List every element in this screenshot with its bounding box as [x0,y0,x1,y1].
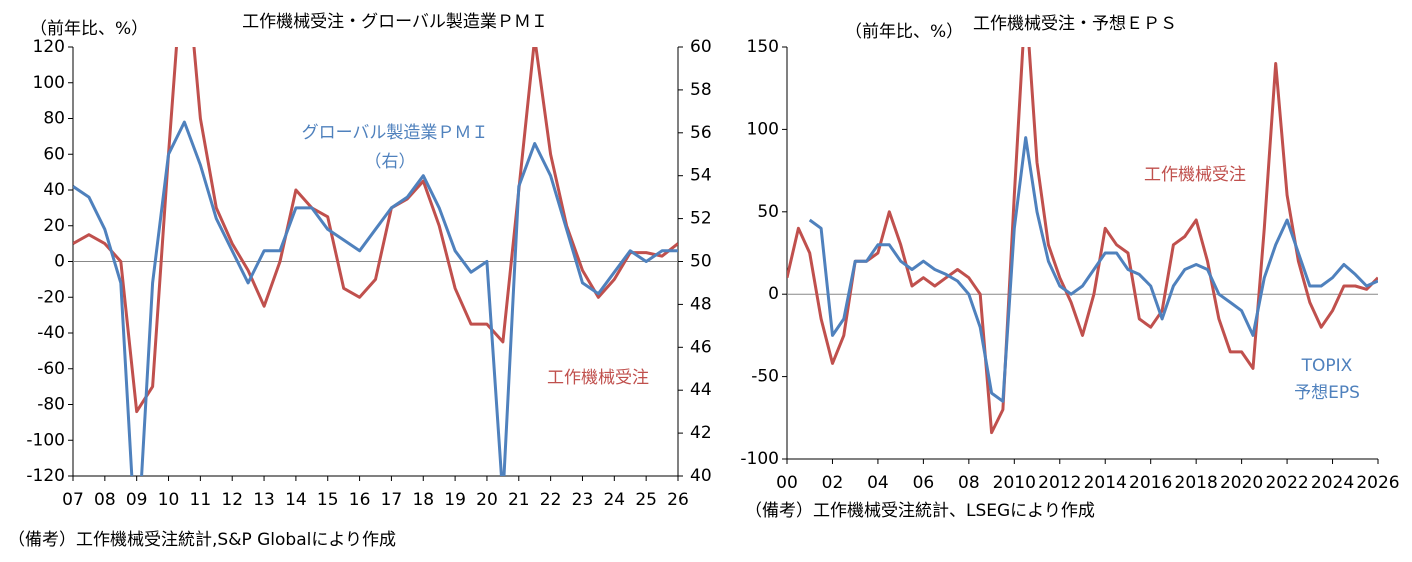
y-tick-label: 60 [43,144,65,164]
y-tick-label: 100 [747,119,779,139]
series-line [787,47,1378,435]
y-tick-label: 120 [33,37,65,57]
y-tick-label: -60 [37,359,65,379]
y2-tick-label: 44 [690,380,712,400]
note: （備考）工作機械受注統計,S&P Globalにより作成 [8,530,396,550]
y-tick-label: 0 [54,252,65,272]
x-tick-label: 15 [317,490,339,510]
note: （備考）工作機械受注統計、LSEGにより作成 [745,501,1095,521]
y-tick-label: -20 [37,287,65,307]
y2-tick-label: 60 [690,37,712,57]
x-tick-label: 10 [158,490,180,510]
annotation: グローバル製造業ＰＭＩ [302,123,489,143]
x-tick-label: 02 [822,473,844,493]
x-tick-label: 2022 [1265,473,1308,493]
y-tick-label: 20 [43,216,65,236]
x-tick-label: 26 [667,490,689,510]
y2-tick-label: 52 [690,209,712,229]
y-tick-label: -40 [37,323,65,343]
x-tick-label: 07 [62,490,84,510]
x-tick-label: 19 [444,490,466,510]
x-tick-label: 20 [476,490,498,510]
annotation: 工作機械受注 [547,368,649,388]
x-tick-label: 06 [913,473,935,493]
x-tick-label: 25 [635,490,657,510]
y-tick-label: 150 [747,37,779,57]
y-tick-label: -100 [26,430,65,450]
x-tick-label: 16 [349,490,371,510]
x-tick-label: 2026 [1356,473,1399,493]
x-tick-label: 23 [572,490,594,510]
y-tick-label: -50 [751,367,779,387]
annotation: 工作機械受注 [1144,165,1246,185]
series-line [808,136,1378,403]
y2-tick-label: 42 [690,423,712,443]
x-tick-label: 11 [190,490,212,510]
annotation: 予想EPS [1294,383,1360,403]
y-tick-label: 80 [43,109,65,129]
x-tick-label: 18 [412,490,434,510]
y-tick-label: 50 [757,202,779,222]
x-tick-label: 2024 [1311,473,1354,493]
y-tick-label: 0 [768,284,779,304]
x-tick-label: 2016 [1129,473,1172,493]
x-tick-label: 2018 [1175,473,1218,493]
x-tick-label: 09 [126,490,148,510]
y2-tick-label: 48 [690,294,712,314]
x-tick-label: 24 [603,490,625,510]
series-line [73,120,678,476]
y2-tick-label: 56 [690,123,712,143]
x-tick-label: 17 [381,490,403,510]
y2-tick-label: 54 [690,166,712,186]
x-tick-label: 21 [508,490,530,510]
y2-tick-label: 58 [690,80,712,100]
y2-tick-label: 50 [690,252,712,272]
annotation: （右） [365,152,416,172]
x-tick-label: 08 [958,473,980,493]
y-tick-label: -80 [37,395,65,415]
y-axis-label: （前年比、%） [845,22,963,42]
annotation: TOPIX [1301,356,1353,376]
y2-tick-label: 40 [690,466,712,486]
y-axis-label: （前年比、%） [30,19,148,39]
x-tick-label: 14 [285,490,307,510]
chart-title: 工作機械受注・グローバル製造業ＰＭＩ [242,12,548,32]
x-tick-label: 2010 [993,473,1036,493]
y2-tick-label: 46 [690,337,712,357]
x-tick-label: 2012 [1038,473,1081,493]
chart-title: 工作機械受注・予想ＥＰＳ [973,14,1177,34]
x-tick-label: 2014 [1084,473,1127,493]
x-tick-label: 04 [867,473,889,493]
y-tick-label: 100 [33,73,65,93]
y-tick-label: -120 [26,466,65,486]
x-tick-label: 08 [94,490,116,510]
series-line [73,47,678,414]
x-tick-label: 2020 [1220,473,1263,493]
x-tick-label: 13 [253,490,275,510]
y-tick-label: 40 [43,180,65,200]
x-tick-label: 12 [221,490,243,510]
x-tick-label: 22 [540,490,562,510]
y-tick-label: -100 [740,449,779,469]
x-tick-label: 00 [776,473,798,493]
